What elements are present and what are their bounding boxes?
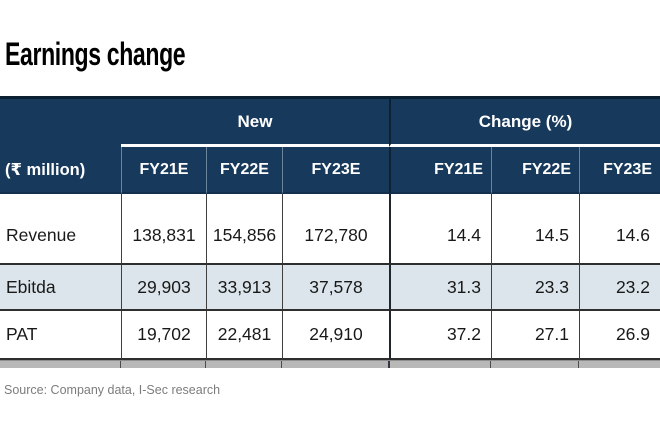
- revenue-new-fy21e: 138,831: [121, 194, 206, 265]
- revenue-change-fy22e: 14.5: [491, 194, 579, 265]
- col-header-change-fy21e: FY21E: [389, 147, 491, 194]
- col-header-change-fy23e: FY23E: [579, 147, 660, 194]
- column-group-change: Change (%): [389, 99, 660, 147]
- column-tick: [281, 361, 282, 368]
- row-label-pat: PAT: [0, 311, 121, 360]
- earnings-table: New Change (%) (₹ million) FY21E FY22E F…: [0, 96, 660, 368]
- row-label-revenue: Revenue: [0, 194, 121, 265]
- pat-change-fy22e: 27.1: [491, 311, 579, 360]
- ebitda-change-fy23e: 23.2: [579, 265, 660, 311]
- ebitda-change-fy22e: 23.3: [491, 265, 579, 311]
- revenue-new-fy22e: 154,856: [206, 194, 282, 265]
- source-note: Source: Company data, I-Sec research: [4, 383, 221, 397]
- ebitda-change-fy21e: 31.3: [389, 265, 491, 311]
- row-label-ebitda: Ebitda: [0, 265, 121, 311]
- col-header-new-fy21e: FY21E: [121, 147, 206, 194]
- col-header-new-fy23e: FY23E: [282, 147, 389, 194]
- pat-new-fy21e: 19,702: [121, 311, 206, 360]
- page-title: Earnings change: [5, 36, 186, 72]
- table-bottom-bar: [0, 360, 660, 368]
- column-tick: [490, 361, 491, 368]
- revenue-new-fy23e: 172,780: [282, 194, 389, 265]
- ebitda-new-fy23e: 37,578: [282, 265, 389, 311]
- header-group-spacer: [0, 99, 121, 147]
- column-tick: [120, 361, 121, 368]
- col-header-new-fy22e: FY22E: [206, 147, 282, 194]
- column-group-new: New: [121, 99, 389, 147]
- column-group-new-label: New: [237, 111, 273, 131]
- column-tick: [578, 361, 579, 368]
- pat-new-fy22e: 22,481: [206, 311, 282, 360]
- column-group-change-label: Change (%): [478, 111, 573, 131]
- group-divider-tick: [388, 361, 390, 368]
- ebitda-new-fy21e: 29,903: [121, 265, 206, 311]
- pat-change-fy21e: 37.2: [389, 311, 491, 360]
- revenue-change-fy21e: 14.4: [389, 194, 491, 265]
- ebitda-new-fy22e: 33,913: [206, 265, 282, 311]
- unit-label: (₹ million): [0, 147, 121, 194]
- pat-new-fy23e: 24,910: [282, 311, 389, 360]
- column-tick: [205, 361, 206, 368]
- revenue-change-fy23e: 14.6: [579, 194, 660, 265]
- col-header-change-fy22e: FY22E: [491, 147, 579, 194]
- pat-change-fy23e: 26.9: [579, 311, 660, 360]
